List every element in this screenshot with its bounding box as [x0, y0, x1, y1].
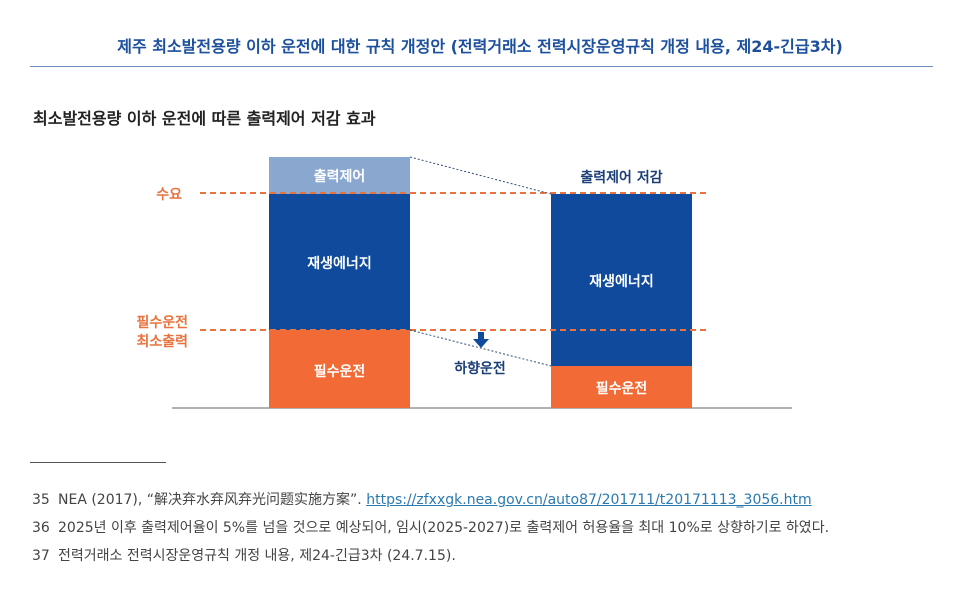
footnote-37: 37 전력거래소 전력시장운영규칙 개정 내용, 제24-긴급3차 (24.7.1…	[32, 545, 456, 565]
footnote-text: 2025년 이후 출력제어율이 5%를 넘을 것으로 예상되어, 임시(2025…	[58, 520, 830, 536]
curtailment-diagram: 수요 필수운전 최소출력 출력제어 재생에너지 필수운전 출력제어 저감 재생에…	[136, 156, 792, 409]
min-output-label-2: 최소출력	[136, 333, 188, 350]
down-arrow-icon	[473, 332, 489, 348]
connector-top	[409, 156, 552, 195]
right-renewable-block	[551, 194, 692, 366]
section-subtitle: 최소발전용량 이하 운전에 따른 출력제어 저감 효과	[33, 109, 376, 128]
footnote-number: 37	[32, 548, 50, 564]
right-top-label: 출력제어 저감	[580, 169, 662, 186]
right-must-run-label: 필수운전	[596, 380, 648, 397]
footnote-divider	[30, 462, 166, 463]
footnote-35: 35 NEA (2017), “解决弃水弃风弃光问题实施方案”. https://…	[32, 489, 812, 509]
min-output-label-1: 필수운전	[136, 314, 188, 331]
footnote-36: 36 2025년 이후 출력제어율이 5%를 넘을 것으로 예상되어, 임시(20…	[32, 517, 829, 537]
footnote-text: 전력거래소 전력시장운영규칙 개정 내용, 제24-긴급3차 (24.7.15)…	[58, 548, 456, 564]
footnote-text: NEA (2017), “解决弃水弃风弃光问题实施方案”.	[58, 492, 367, 508]
arrow-label: 하향운전	[454, 360, 506, 377]
footnote-number: 36	[32, 520, 50, 536]
left-must-run-block	[269, 330, 410, 408]
right-renewable-label: 재생에너지	[589, 274, 653, 290]
left-curtail-label: 출력제어	[314, 168, 366, 185]
left-renewable-label: 재생에너지	[307, 256, 371, 272]
left-renewable-block	[269, 194, 410, 330]
left-curtail-block	[269, 157, 410, 194]
page-title: 제주 최소발전용량 이하 운전에 대한 규칙 개정안 (전력거래소 전력시장운영…	[117, 37, 843, 56]
connector-bottom	[409, 329, 552, 367]
right-must-run-block	[551, 366, 692, 408]
left-must-run-label: 필수운전	[314, 363, 366, 380]
footnote-link[interactable]: https://zfxxgk.nea.gov.cn/auto87/201711/…	[366, 492, 812, 508]
demand-label: 수요	[156, 187, 182, 203]
footnote-number: 35	[32, 492, 50, 508]
title-divider	[30, 66, 933, 67]
